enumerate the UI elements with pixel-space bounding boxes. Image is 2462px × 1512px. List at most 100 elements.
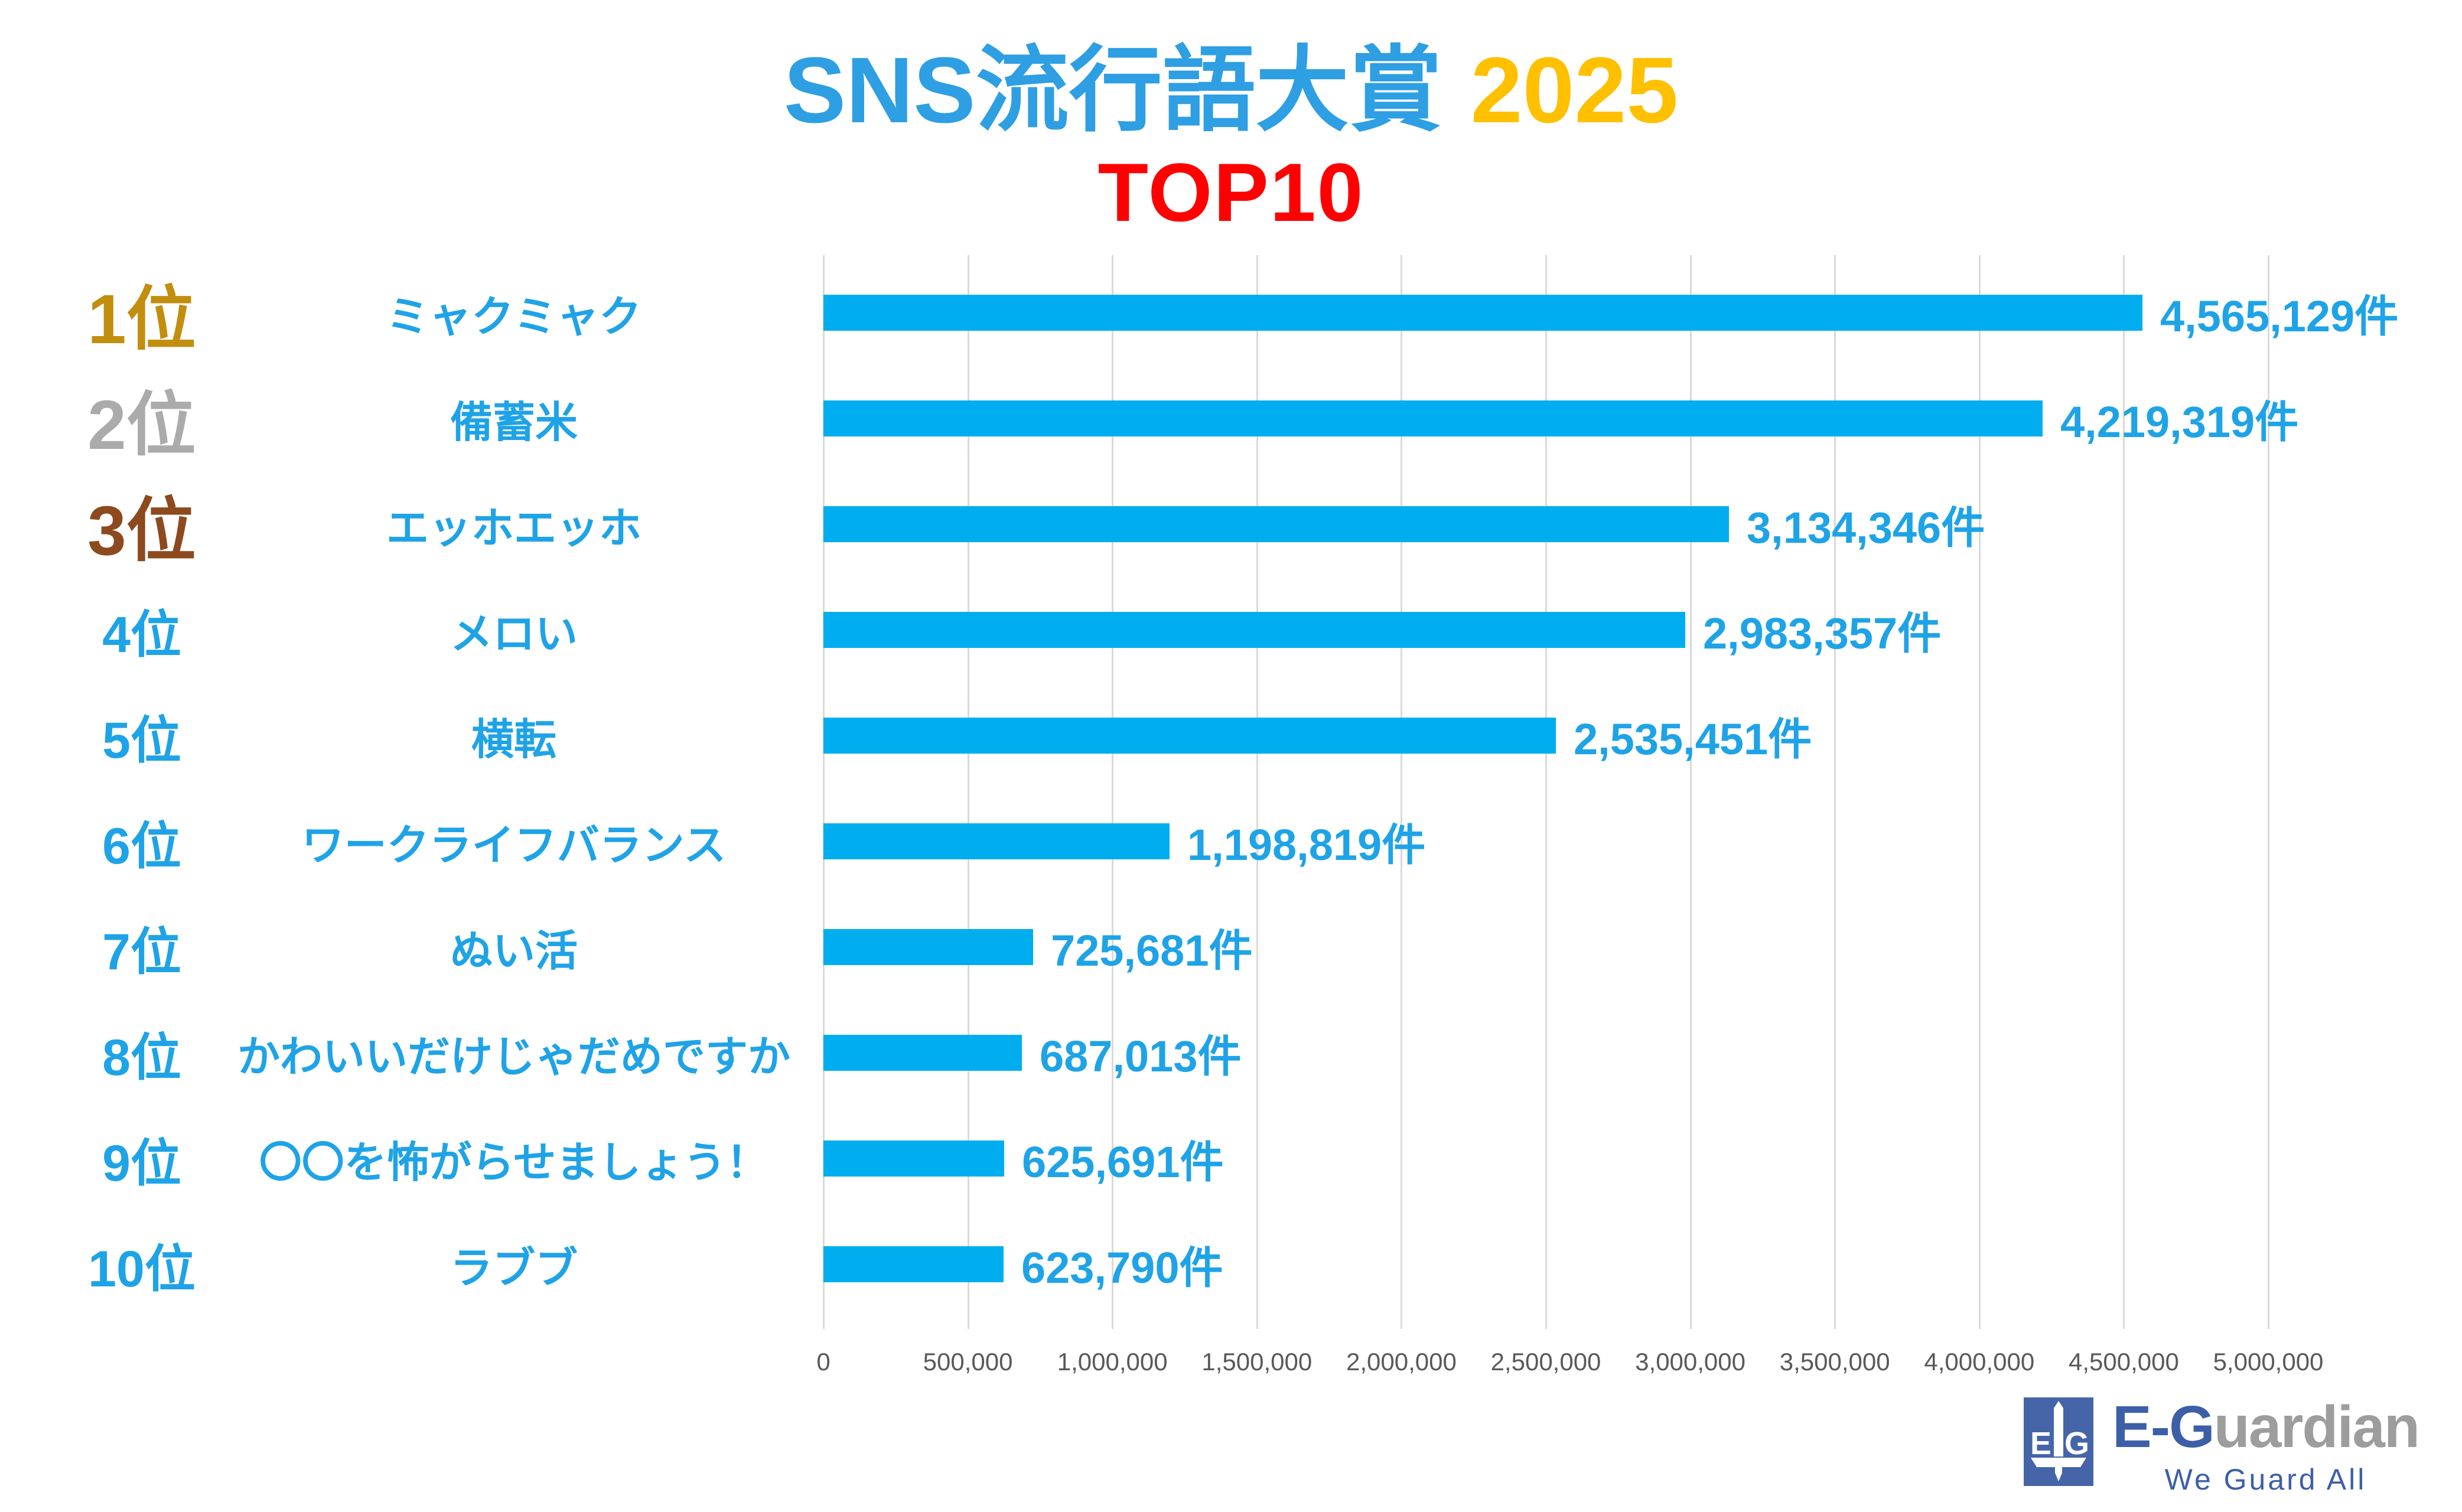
bar [823, 400, 2043, 436]
rank-label: 4位 [102, 607, 181, 663]
term-label: 横転 [471, 716, 556, 764]
bar [823, 506, 1729, 542]
chart-row: 6位 ワークライフバランス 1,198,819件 [0, 788, 2462, 894]
term-label: かわいいだけじゃだめですか [237, 1034, 790, 1081]
bar-track: 623,790件 [823, 1211, 2462, 1317]
bar [823, 823, 1170, 859]
logo-text-block: E-Guardian We Guard All [2112, 1397, 2420, 1497]
x-tick-label: 1,000,000 [1057, 1348, 1168, 1376]
logo-letter-e: E [2030, 1426, 2051, 1461]
gridline [2268, 255, 2269, 1329]
bar-track: 725,681件 [823, 894, 2462, 1000]
value-label: 3,134,346件 [1747, 503, 1985, 552]
rank-label: 7位 [102, 924, 181, 980]
bar [823, 1246, 1004, 1282]
gridline [823, 255, 825, 1329]
page-title-main: SNS流行語大賞 [783, 38, 1442, 142]
term-label: 〇〇を怖がらせましょう！ [259, 1139, 769, 1187]
term-label: ぬい活 [450, 928, 578, 975]
x-tick-label: 3,000,000 [1635, 1348, 1746, 1376]
value-label: 687,013件 [1040, 1032, 1242, 1081]
bar [823, 929, 1033, 965]
gridline [1112, 255, 1114, 1329]
sword-tip-icon [2055, 1458, 2062, 1481]
value-label: 725,681件 [1051, 926, 1253, 975]
x-tick-label: 0 [816, 1348, 831, 1376]
gridline [1978, 255, 1981, 1329]
term-label: 備蓄米 [450, 399, 578, 447]
value-label: 2,983,357件 [1703, 609, 1942, 658]
x-tick-label: 4,000,000 [1924, 1348, 2035, 1376]
value-label: 625,691件 [1022, 1138, 1224, 1187]
bar-track: 625,691件 [823, 1106, 2462, 1211]
chart-row: 8位 かわいいだけじゃだめですか 687,013件 [0, 1000, 2462, 1106]
value-label: 623,790件 [1021, 1243, 1223, 1292]
chart-gridlines [823, 255, 2269, 1329]
sword-blade-icon [2054, 1401, 2063, 1456]
chart-row: 7位 ぬい活 725,681件 [0, 894, 2462, 1000]
chart-row: 5位 横転 2,535,451件 [0, 683, 2462, 788]
page-title: SNS流行語大賞 2025 [0, 44, 2462, 137]
term-label: エッホエッホ [386, 505, 641, 552]
logo-name: E-Guardian [2112, 1397, 2420, 1456]
value-label: 4,565,129件 [2160, 292, 2399, 341]
bar-track: 1,198,819件 [823, 788, 2462, 894]
bar [823, 718, 1556, 754]
term-label: ラブブ [450, 1245, 578, 1292]
chart-row: 1位 ミャクミャク 4,565,129件 [0, 260, 2462, 366]
bar [823, 295, 2142, 331]
bar [823, 1035, 1022, 1071]
logo-name-primary: E-G [2112, 1394, 2215, 1460]
term-label: ミャクミャク [386, 294, 641, 341]
rank-label: 6位 [102, 818, 181, 875]
gridline [1689, 255, 1692, 1329]
gridline [1401, 255, 1403, 1329]
bar-track: 3,134,346件 [823, 471, 2462, 577]
rank-label: 2位 [87, 386, 196, 464]
x-tick-label: 3,500,000 [1779, 1348, 1890, 1376]
bar-track: 4,219,319件 [823, 366, 2462, 471]
gridline [967, 255, 969, 1329]
rank-label: 5位 [102, 712, 181, 769]
term-label: ワークライフバランス [301, 822, 727, 869]
x-tick-label: 500,000 [923, 1348, 1013, 1376]
bar-track: 2,535,451件 [823, 683, 2462, 788]
bar [823, 1140, 1004, 1177]
bar-track: 4,565,129件 [823, 260, 2462, 366]
logo-letter-g: G [2064, 1426, 2089, 1461]
chart-row: 2位 備蓄米 4,219,319件 [0, 366, 2462, 471]
value-label: 2,535,451件 [1574, 715, 1812, 764]
rank-label: 9位 [102, 1135, 181, 1192]
chart-row: 4位 メロい 2,983,357件 [0, 577, 2462, 683]
bar-chart: 1位 ミャクミャク 4,565,129件 2位 備蓄米 4,219,319件 3… [0, 260, 2462, 1317]
gridline [2123, 255, 2125, 1329]
rank-label: 10位 [88, 1241, 196, 1298]
chart-row: 10位 ラブブ 623,790件 [0, 1211, 2462, 1317]
e-guardian-logo: E G E-Guardian We Guard All [2024, 1397, 2420, 1497]
x-tick-label: 2,000,000 [1346, 1348, 1457, 1376]
rank-label: 3位 [87, 492, 196, 570]
x-tick-label: 1,500,000 [1201, 1348, 1313, 1376]
bar-track: 687,013件 [823, 1000, 2462, 1106]
logo-name-secondary: uardian [2213, 1394, 2420, 1460]
page-title-year: 2025 [1470, 38, 1679, 142]
bar-track: 2,983,357件 [823, 577, 2462, 683]
logo-tagline: We Guard All [2164, 1463, 2367, 1496]
bar [823, 612, 1685, 648]
x-tick-label: 2,500,000 [1490, 1348, 1601, 1376]
chart-row: 3位 エッホエッホ 3,134,346件 [0, 471, 2462, 577]
value-label: 1,198,819件 [1187, 820, 1426, 869]
gridline [1834, 255, 1836, 1329]
value-label: 4,219,319件 [2060, 397, 2299, 447]
chart-row: 9位 〇〇を怖がらせましょう！ 625,691件 [0, 1106, 2462, 1211]
gridline [1545, 255, 1547, 1329]
rank-label: 1位 [87, 281, 196, 359]
page-subtitle: TOP10 [1098, 146, 1364, 239]
gridline [1256, 255, 1258, 1329]
x-tick-label: 4,500,000 [2068, 1348, 2179, 1376]
e-guardian-logo-mark: E G [2024, 1397, 2093, 1486]
x-axis: 0 500,000 1,000,000 1,500,000 2,000,000 2,500… [816, 1348, 2323, 1383]
term-label: メロい [450, 611, 578, 658]
rank-label: 8位 [102, 1029, 181, 1086]
